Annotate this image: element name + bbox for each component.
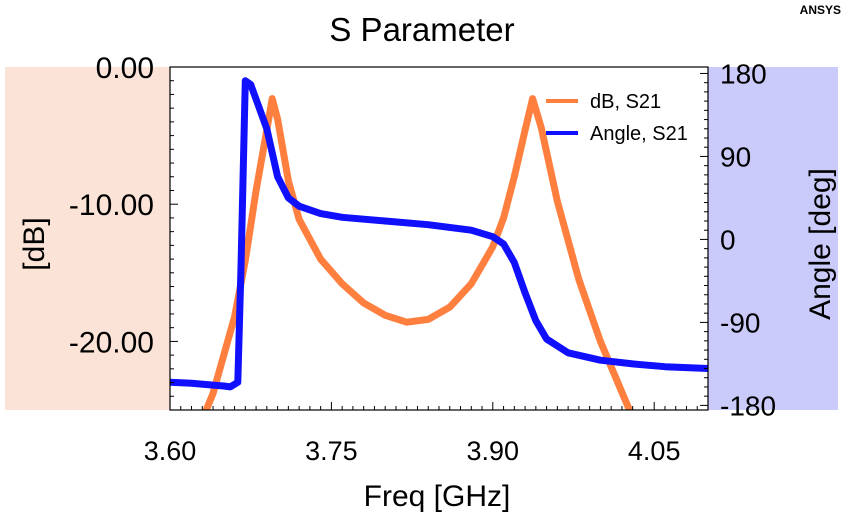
x-tick-label: 3.60 [144, 436, 197, 466]
x-tick-label: 3.90 [467, 436, 520, 466]
left-tick-label: -20.00 [69, 326, 154, 359]
left-axis-label: [dB] [18, 217, 51, 270]
left-tick-label: -10.00 [69, 189, 154, 222]
legend-label-db: dB, S21 [590, 91, 661, 113]
x-tick-label: 4.05 [628, 436, 681, 466]
right-tick-label: -180 [720, 390, 776, 421]
right-tick-label: 90 [720, 141, 751, 172]
series-line-angle-s21 [170, 77, 708, 391]
right-tick-label: -90 [720, 307, 760, 338]
plot-area [170, 67, 708, 410]
chart-title: S Parameter [329, 11, 514, 48]
series-line-db-s21 [202, 95, 634, 410]
legend-label-angle: Angle, S21 [590, 123, 688, 145]
right-axis-label: Angle [deg] [804, 168, 837, 320]
right-tick-label: 180 [720, 58, 767, 89]
right-axis-panel [708, 67, 838, 410]
left-axis-panel [5, 67, 170, 410]
legend: dB, S21 Angle, S21 [546, 91, 688, 145]
x-tick-label: 3.75 [305, 436, 358, 466]
brand-label: ANSYS [800, 3, 841, 17]
right-tick-label: 0 [720, 224, 736, 255]
x-axis-label: Freq [GHz] [364, 480, 511, 513]
left-tick-label: 0.00 [96, 52, 154, 85]
